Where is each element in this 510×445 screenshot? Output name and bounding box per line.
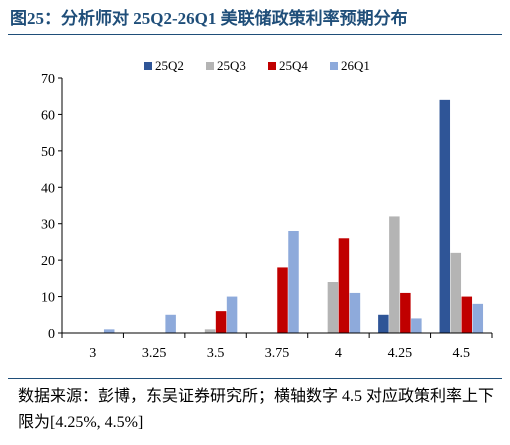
source-note: 数据来源：彭博，东吴证券研究所；横轴数字 4.5 对应政策利率上下限为[4.25… xyxy=(18,388,495,431)
y-tick-label: 70 xyxy=(41,72,55,87)
title-divider xyxy=(8,34,502,35)
y-axis: 0 10 20 30 40 50 60 70 xyxy=(41,72,63,342)
y-tick-label: 10 xyxy=(41,291,55,306)
bar-25Q3-3.5 xyxy=(204,329,216,333)
legend-swatch-26Q1 xyxy=(330,62,338,70)
bar-25Q4-3.75 xyxy=(277,267,288,333)
bar-25Q2-4.5 xyxy=(439,99,451,333)
bar-25Q3-4 xyxy=(327,282,339,333)
bar-26Q1-4.25 xyxy=(411,318,422,333)
legend-label-25Q4: 25Q4 xyxy=(279,58,308,73)
x-tick-label: 3.5 xyxy=(207,346,225,361)
y-tick-label: 30 xyxy=(41,218,55,233)
bar-26Q1-3.25 xyxy=(165,314,176,333)
y-tick-label: 0 xyxy=(48,327,55,342)
y-tick-label: 20 xyxy=(41,254,55,269)
y-tick-label: 60 xyxy=(41,108,55,123)
x-axis: 3 3.25 3.5 3.75 4 4.25 4.5 xyxy=(61,332,493,361)
bar-25Q3-4.25 xyxy=(389,216,400,333)
x-tick-label: 4.25 xyxy=(388,346,413,361)
figure-title: 图25：分析师对 25Q2-26Q1 美联储政策利率预期分布 xyxy=(10,9,408,28)
bar-26Q1-3.75 xyxy=(288,231,299,333)
bar-25Q4-4.25 xyxy=(400,292,411,333)
legend-swatch-25Q2 xyxy=(144,62,152,70)
legend-label-25Q2: 25Q2 xyxy=(155,58,184,73)
x-tick-label: 4.5 xyxy=(453,346,471,361)
legend-swatch-25Q3 xyxy=(206,62,214,70)
bar-25Q4-4 xyxy=(338,238,350,333)
bar-26Q1-4.5 xyxy=(472,303,484,333)
bar-25Q4-3.5 xyxy=(215,311,227,333)
bar-25Q2-4.25 xyxy=(378,314,389,333)
bar-chart: 25Q2 25Q3 25Q4 26Q1 0 10 20 30 40 50 60 70 3 3.25 3.… xyxy=(41,58,493,361)
bars xyxy=(103,99,484,333)
x-tick-label: 4 xyxy=(335,346,342,361)
bar-26Q1-4 xyxy=(349,292,361,333)
x-tick-label: 3 xyxy=(89,346,96,361)
bar-26Q1-3.5 xyxy=(226,296,238,333)
y-tick-label: 40 xyxy=(41,181,55,196)
bar-26Q1-3 xyxy=(103,329,115,333)
legend-label-25Q3: 25Q3 xyxy=(217,58,246,73)
bar-25Q3-4.5 xyxy=(450,252,462,333)
x-tick-label: 3.75 xyxy=(265,346,290,361)
chart-legend: 25Q2 25Q3 25Q4 26Q1 xyxy=(144,58,370,73)
legend-swatch-25Q4 xyxy=(268,62,276,70)
x-tick-label: 3.25 xyxy=(142,346,167,361)
footer-divider xyxy=(8,378,502,379)
legend-label-26Q1: 26Q1 xyxy=(341,58,370,73)
bar-25Q4-4.5 xyxy=(461,296,473,333)
y-tick-label: 50 xyxy=(41,145,55,160)
